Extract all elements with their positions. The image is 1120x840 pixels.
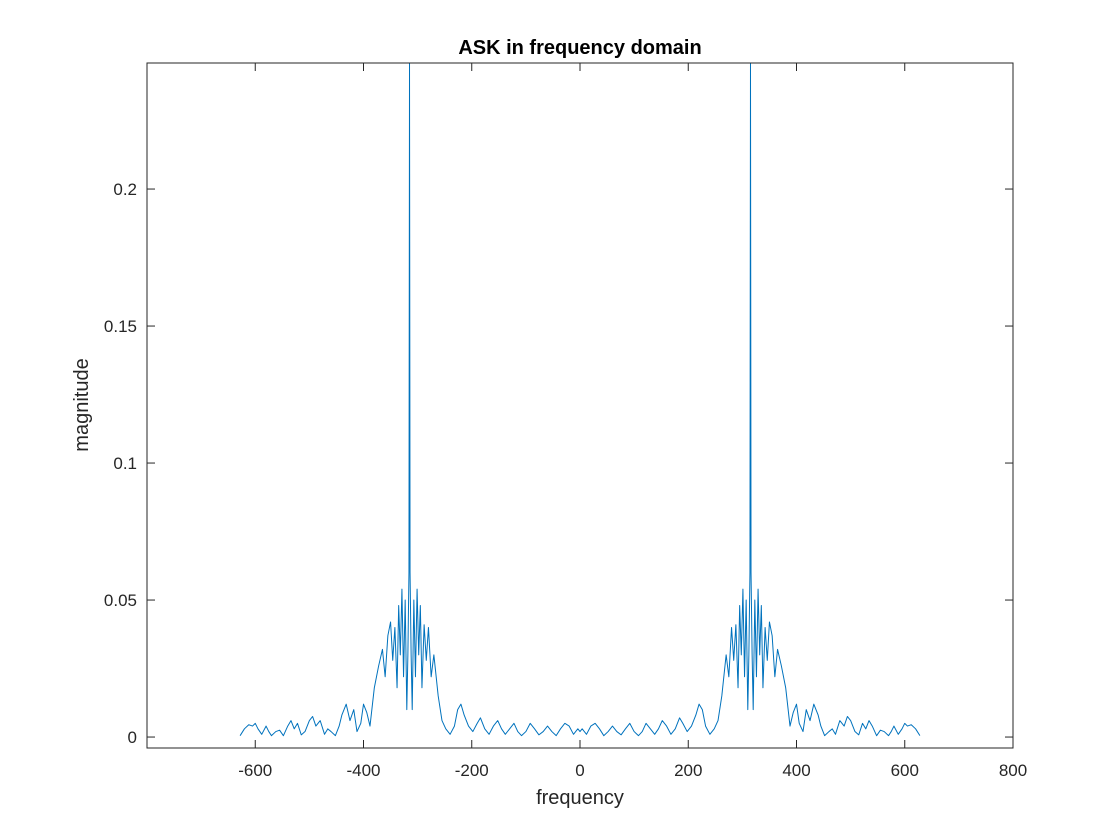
x-tick-label: 200 bbox=[674, 761, 702, 780]
x-tick-label: -400 bbox=[346, 761, 380, 780]
x-tick-label: 400 bbox=[782, 761, 810, 780]
y-axis-label: magnitude bbox=[71, 358, 93, 451]
x-tick-label: 800 bbox=[999, 761, 1027, 780]
y-tick-label: 0 bbox=[128, 728, 137, 747]
y-tick-label: 0.2 bbox=[113, 180, 137, 199]
plot-area: -600 -400 -200 0 200 400 600 800 0 0.05 0.1 0.15 0.2 bbox=[104, 62, 1027, 780]
x-axis-label: frequency bbox=[536, 787, 624, 809]
x-tick-label: 0 bbox=[575, 761, 584, 780]
y-tick-label: 0.1 bbox=[113, 454, 137, 473]
plot-background bbox=[147, 63, 1013, 748]
chart-title: ASK in frequency domain bbox=[458, 37, 701, 59]
y-tick-label: 0.05 bbox=[104, 591, 137, 610]
x-tick-label: -600 bbox=[238, 761, 272, 780]
series-line bbox=[239, 62, 921, 737]
y-tick-label: 0.15 bbox=[104, 317, 137, 336]
x-tick-label: 600 bbox=[891, 761, 919, 780]
x-tick-label: -200 bbox=[455, 761, 489, 780]
